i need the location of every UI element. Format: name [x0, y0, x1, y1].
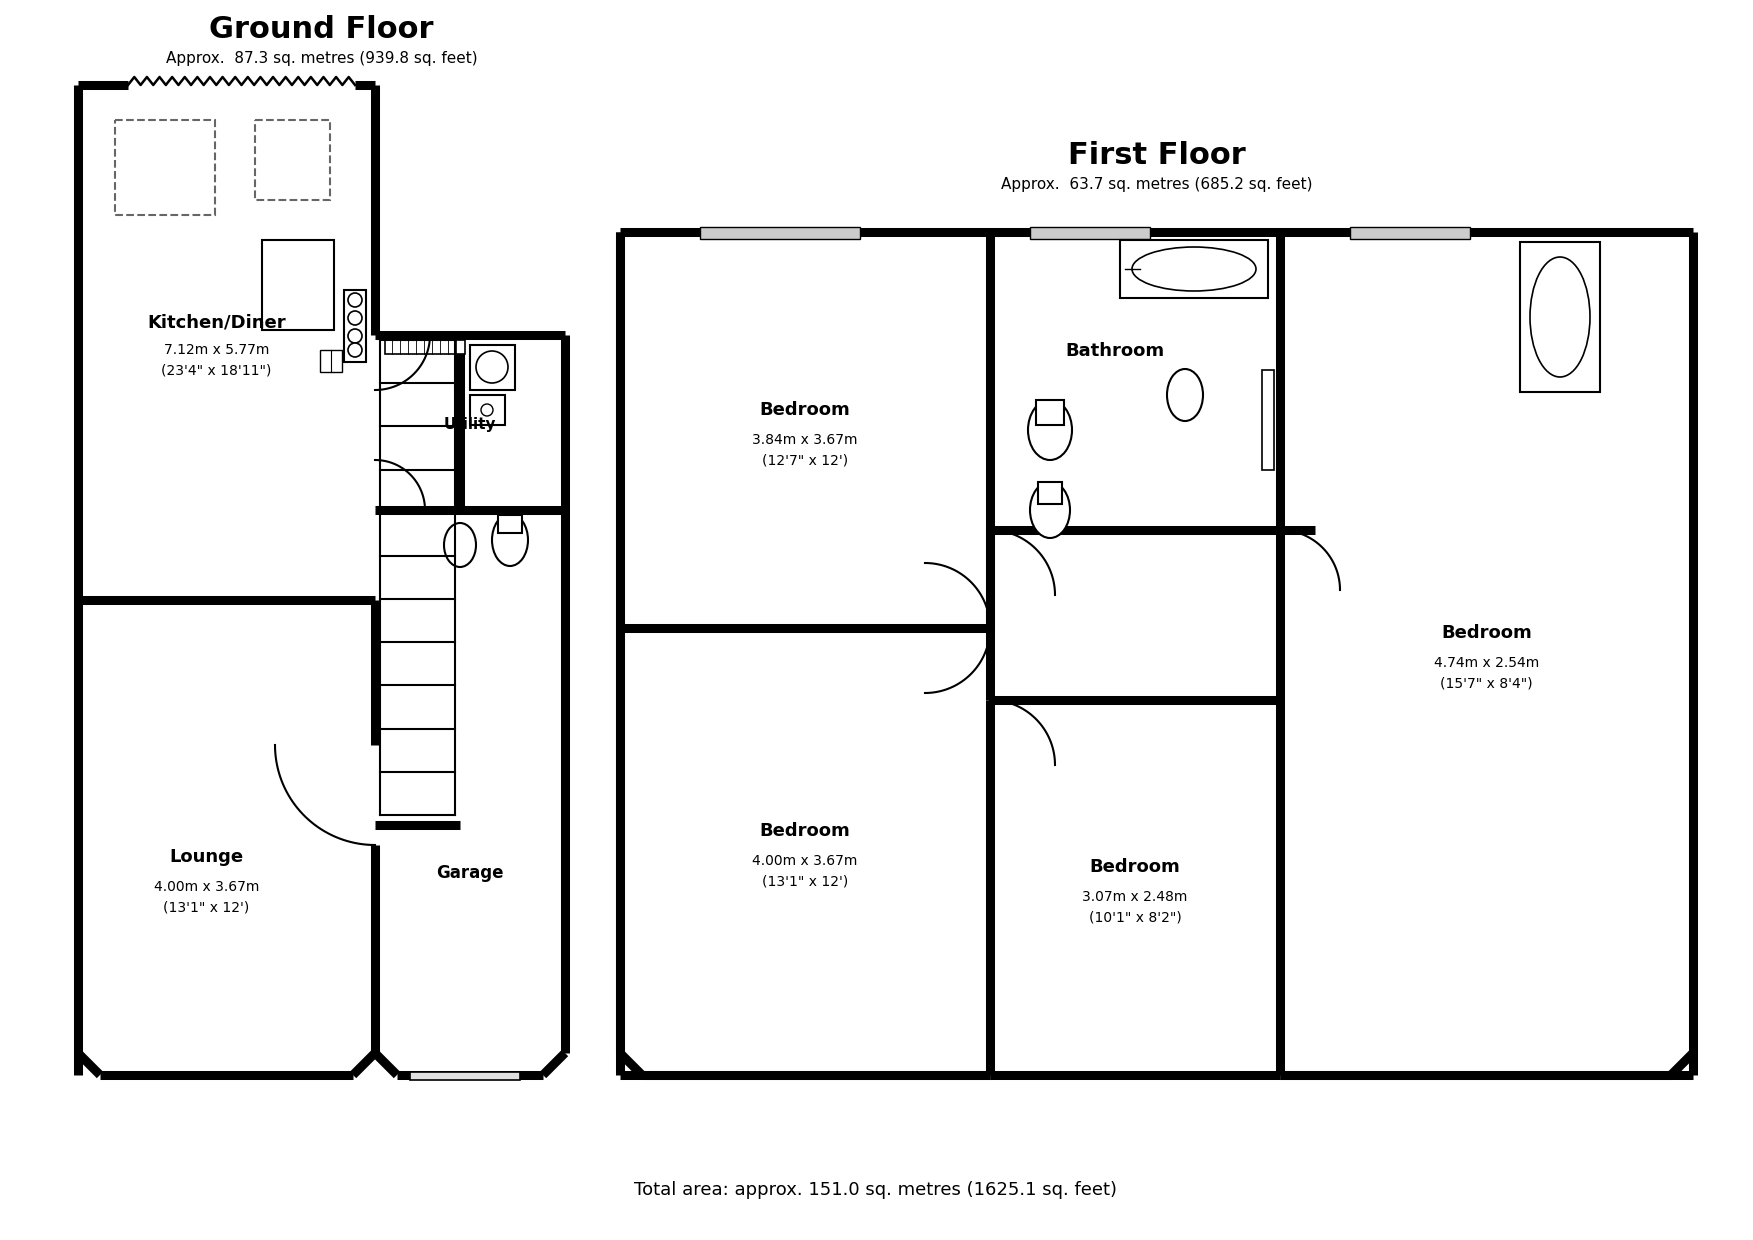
Text: Kitchen/Diner: Kitchen/Diner	[147, 314, 286, 331]
Bar	[1038, 482, 1062, 503]
Bar	[470, 396, 505, 425]
Text: Lounge: Lounge	[170, 848, 244, 867]
Text: Approx.  87.3 sq. metres (939.8 sq. feet): Approx. 87.3 sq. metres (939.8 sq. feet)	[167, 51, 477, 66]
Text: Bedroom: Bedroom	[759, 401, 850, 419]
Ellipse shape	[1167, 370, 1203, 422]
Bar	[344, 290, 366, 362]
Text: 4.00m x 3.67m
(13'1" x 12'): 4.00m x 3.67m (13'1" x 12')	[752, 854, 857, 889]
Bar	[470, 345, 515, 391]
Ellipse shape	[1530, 257, 1590, 377]
Text: Bathroom: Bathroom	[1066, 342, 1164, 360]
Ellipse shape	[444, 523, 477, 567]
Bar	[261, 241, 335, 330]
Text: 4.00m x 3.67m
(13'1" x 12'): 4.00m x 3.67m (13'1" x 12')	[154, 880, 259, 915]
Text: Utility: Utility	[444, 418, 496, 433]
Text: 7.12m x 5.77m
(23'4" x 18'11"): 7.12m x 5.77m (23'4" x 18'11")	[161, 343, 272, 378]
Ellipse shape	[1031, 482, 1069, 538]
Circle shape	[349, 329, 363, 343]
Circle shape	[477, 351, 508, 383]
Bar	[1350, 227, 1471, 239]
Text: Bedroom: Bedroom	[1441, 625, 1532, 642]
Text: Bedroom: Bedroom	[759, 822, 850, 841]
Circle shape	[349, 311, 363, 325]
Bar	[498, 515, 522, 533]
Bar	[386, 340, 465, 353]
Text: First Floor: First Floor	[1068, 140, 1245, 170]
Text: 3.84m x 3.67m
(12'7" x 12'): 3.84m x 3.67m (12'7" x 12')	[752, 433, 857, 467]
Bar	[321, 350, 342, 372]
Text: Total area: approx. 151.0 sq. metres (1625.1 sq. feet): Total area: approx. 151.0 sq. metres (16…	[635, 1180, 1117, 1199]
Bar	[1520, 242, 1600, 392]
Ellipse shape	[1132, 247, 1255, 291]
Ellipse shape	[493, 515, 528, 565]
Bar	[1031, 227, 1150, 239]
Bar	[699, 227, 861, 239]
Circle shape	[349, 343, 363, 357]
Text: Approx.  63.7 sq. metres (685.2 sq. feet): Approx. 63.7 sq. metres (685.2 sq. feet)	[1001, 177, 1313, 192]
Bar	[1036, 401, 1064, 425]
Text: Ground Floor: Ground Floor	[209, 15, 433, 45]
Text: Bedroom: Bedroom	[1090, 858, 1180, 877]
Bar	[1262, 370, 1274, 470]
Circle shape	[349, 293, 363, 308]
Ellipse shape	[1027, 401, 1073, 460]
Bar	[410, 1073, 521, 1080]
Circle shape	[480, 404, 493, 415]
Bar	[254, 120, 330, 200]
Text: 4.74m x 2.54m
(15'7" x 8'4"): 4.74m x 2.54m (15'7" x 8'4")	[1434, 656, 1539, 691]
Bar	[116, 120, 216, 215]
Text: 3.07m x 2.48m
(10'1" x 8'2"): 3.07m x 2.48m (10'1" x 8'2")	[1082, 890, 1189, 925]
Bar	[1120, 241, 1267, 298]
Text: Garage: Garage	[436, 863, 503, 882]
